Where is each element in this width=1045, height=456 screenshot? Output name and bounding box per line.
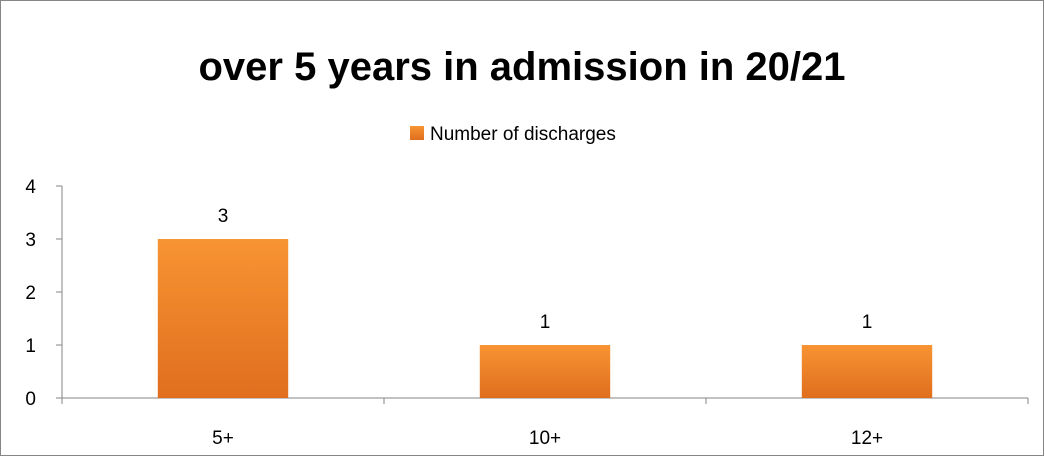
data-label: 3 (218, 206, 229, 227)
bar-10plus (479, 345, 611, 398)
legend-label: Number of discharges (430, 124, 616, 145)
x-ticks: 5+ 10+ 12+ (61, 398, 1029, 449)
x-tick-label: 10+ (529, 428, 561, 449)
bar-5plus (157, 239, 289, 398)
data-label: 1 (862, 312, 873, 333)
y-tick-label: 1 (25, 336, 36, 357)
bar-12plus (801, 345, 933, 398)
y-tick-label: 0 (25, 389, 36, 410)
x-tick-label: 12+ (851, 428, 883, 449)
y-tick-label: 3 (25, 230, 36, 251)
chart-title: over 5 years in admission in 20/21 (199, 45, 846, 89)
data-label: 1 (540, 312, 551, 333)
y-tick-label: 2 (25, 283, 36, 304)
legend: Number of discharges (410, 124, 616, 145)
x-tick-label: 5+ (212, 428, 234, 449)
data-labels: 3 1 1 (218, 206, 873, 333)
y-ticks: 0 1 2 3 4 (25, 177, 62, 410)
bars (157, 239, 933, 398)
legend-swatch (410, 126, 424, 140)
y-tick-label: 4 (25, 177, 36, 198)
